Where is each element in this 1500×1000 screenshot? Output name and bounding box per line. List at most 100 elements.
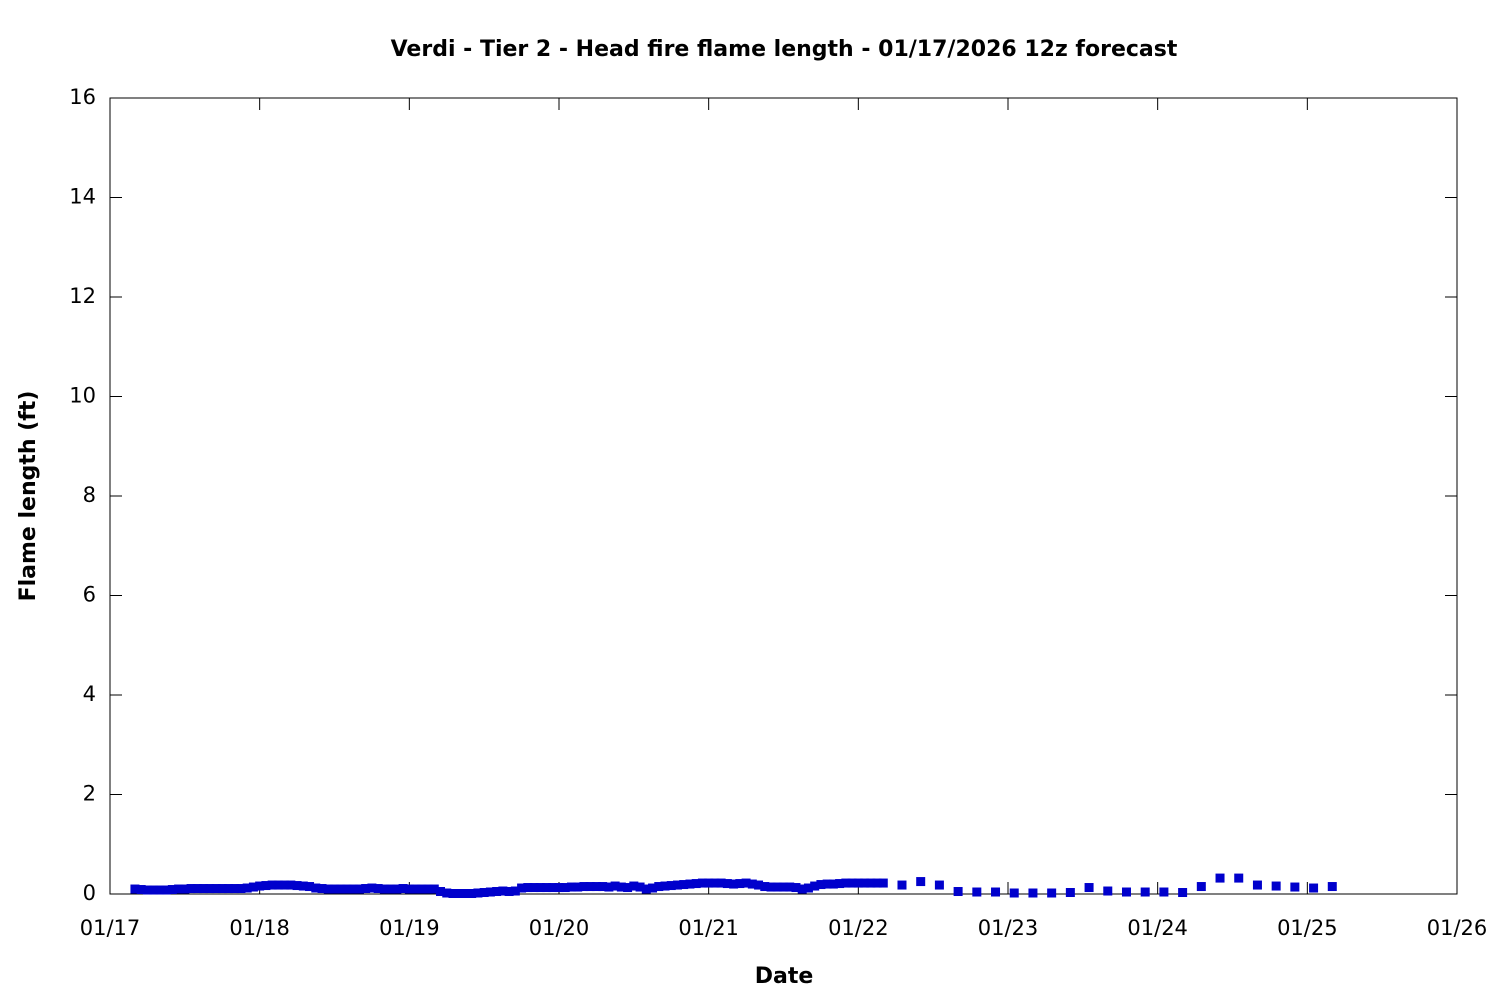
point [142,885,152,895]
point [616,882,626,892]
x-tick-label: 01/26 [1427,916,1488,940]
point [192,884,202,894]
point [679,880,689,890]
point [535,883,545,893]
point [591,882,601,892]
point [199,884,209,894]
point [934,880,944,890]
point [317,884,327,894]
point [280,880,290,890]
point [610,881,620,891]
point [972,887,982,897]
point [167,885,177,895]
point [186,884,196,894]
point [130,884,140,894]
point [423,884,433,894]
point [342,884,352,894]
point [579,882,589,892]
x-tick-label: 01/18 [229,916,290,940]
point [797,884,807,894]
point [816,880,826,890]
point [548,883,558,893]
y-tick-label: 8 [83,483,96,507]
x-tick-label: 01/22 [828,916,889,940]
point [448,889,458,899]
point [1121,887,1131,897]
point [560,883,570,893]
point [392,884,402,894]
point [1215,873,1225,883]
point [1271,881,1281,891]
point [467,889,477,899]
point [685,879,695,889]
x-tick-label: 01/17 [80,916,141,940]
point [623,883,633,893]
point [442,888,452,898]
point [835,879,845,889]
point [573,882,583,892]
y-tick-label: 2 [83,782,96,806]
point [660,881,670,891]
point [404,884,414,894]
point [1327,882,1337,892]
point [1196,882,1206,892]
x-tick-label: 01/25 [1277,916,1338,940]
point [1084,883,1094,893]
point [822,879,832,889]
point [223,884,233,894]
point [523,883,533,893]
point [529,883,539,893]
point [853,878,863,888]
point [691,879,701,889]
point [866,878,876,888]
point [629,881,639,891]
plot-frame [109,97,1458,895]
y-tick-label: 16 [69,85,96,109]
x-axis-label: Date [755,964,814,989]
point [485,887,495,897]
point [161,885,171,895]
point [1234,873,1244,883]
point [136,885,146,895]
point [273,880,283,890]
point [1140,887,1150,897]
point [454,889,464,899]
point [373,884,383,894]
point [479,888,489,898]
point [354,884,364,894]
point [1028,888,1038,898]
point [292,881,302,891]
point [716,878,726,888]
point [211,884,221,894]
point [791,883,801,893]
point [386,884,396,894]
point [729,879,739,889]
point [672,880,682,890]
point [498,886,508,896]
point [897,880,907,890]
x-tick-label: 01/20 [529,916,590,940]
point [566,882,576,892]
point [542,883,552,893]
point [747,879,757,889]
y-axis-label: Flame length (ft) [16,391,41,602]
x-tick-label: 01/21 [678,916,739,940]
y-tick-label: 4 [83,682,96,706]
point [242,883,252,893]
point [1009,888,1019,898]
point [953,887,963,897]
point [205,884,215,894]
point [741,878,751,888]
point [323,884,333,894]
point [230,884,240,894]
point [436,887,446,897]
point [991,887,1001,897]
y-tick-label: 10 [69,384,96,408]
point [411,884,421,894]
point [860,878,870,888]
point [803,883,813,893]
point [174,884,184,894]
point [305,882,315,892]
point [585,882,595,892]
point [772,882,782,892]
